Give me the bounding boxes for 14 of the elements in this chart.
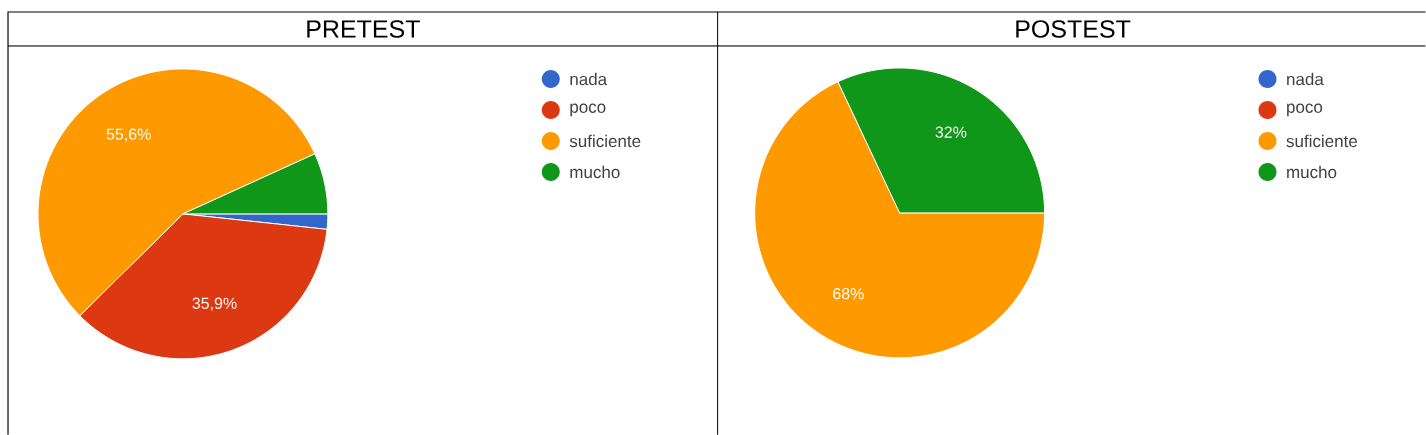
data-label: 55,6% xyxy=(106,128,151,142)
legend-label: nada xyxy=(570,72,608,85)
legend-label: nada xyxy=(1287,72,1324,85)
chart-title: POSTEST xyxy=(1016,19,1131,38)
data-label: 68% xyxy=(833,287,864,300)
legend-label: mucho xyxy=(570,165,620,178)
legend-label: poco xyxy=(1287,103,1323,117)
legend-label: suficiente xyxy=(1286,134,1358,147)
chart-title: PRETEST xyxy=(307,19,420,38)
data-label: 32% xyxy=(935,126,967,138)
legend-label: mucho xyxy=(1287,165,1337,178)
legend-label: poco xyxy=(570,103,606,117)
legend-label: suficiente xyxy=(569,134,641,147)
data-label: 35,9% xyxy=(192,297,237,311)
